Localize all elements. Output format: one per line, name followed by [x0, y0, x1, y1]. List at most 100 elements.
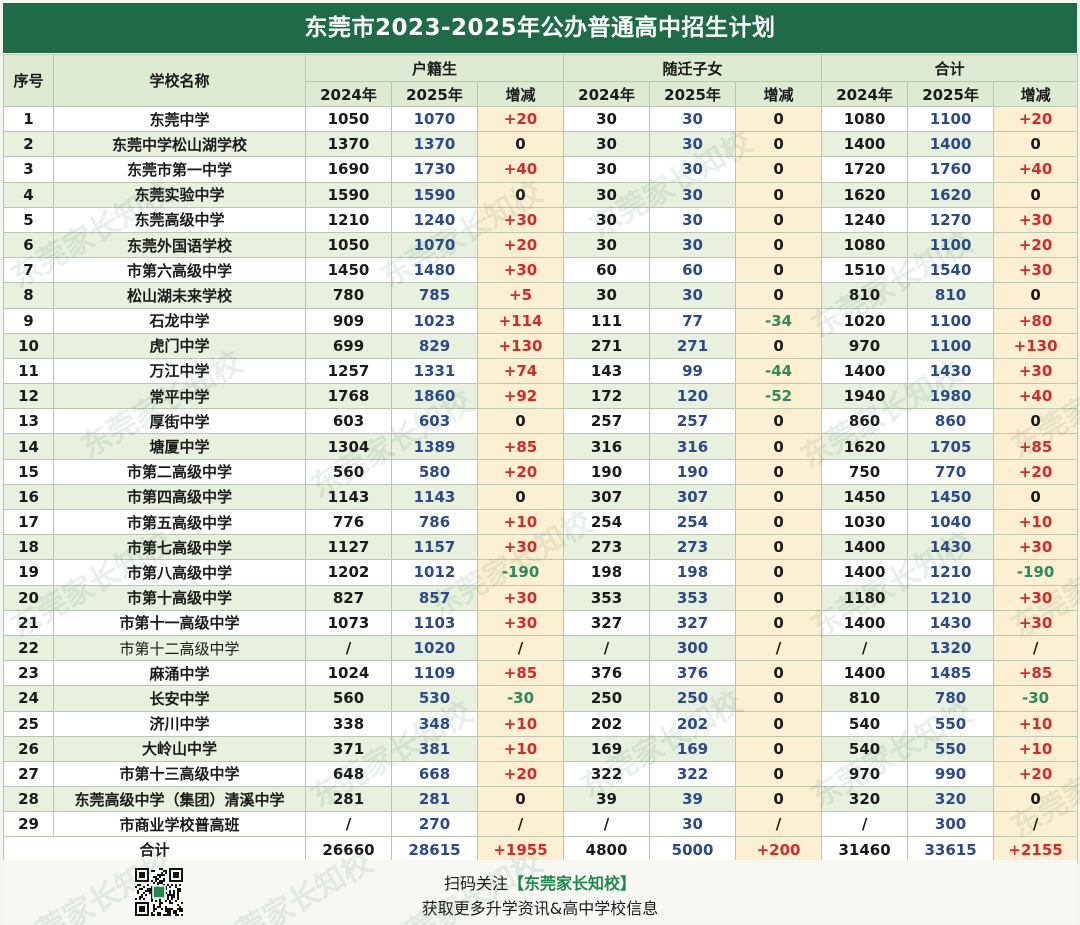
- hukou-2025: 668: [391, 760, 478, 788]
- total-2024: 1940: [821, 383, 909, 410]
- migrant-2025: 39: [649, 786, 737, 813]
- migrant-2025: 316: [649, 433, 737, 460]
- hukou-change: 0: [476, 131, 565, 158]
- hukou-2025: 281: [391, 786, 478, 813]
- total-2025: 1485: [907, 660, 995, 687]
- row-index: 17: [3, 508, 54, 536]
- total-change: +40: [993, 156, 1079, 183]
- migrant-2025: 30: [649, 131, 737, 158]
- total-change: 0: [993, 408, 1079, 435]
- hukou-2024: 827: [305, 584, 392, 611]
- qr-code-icon[interactable]: [135, 868, 183, 916]
- total-2024: 1510: [821, 257, 909, 284]
- hukou-2025: 1070: [391, 105, 478, 133]
- header-group-hukou: 户籍生: [304, 54, 565, 82]
- total-change: +20: [993, 231, 1079, 259]
- enrollment-table: 序号 学校名称 户籍生 随迁子女 合计 2024年 2025年 增减 2024年…: [3, 54, 1079, 863]
- total-migrant-change: +200: [735, 836, 823, 863]
- total-2025: 550: [907, 735, 995, 762]
- table-body: 1 东莞中学 1050 1070 +20 30 30 0 1080 1100 +20 2 东莞中学松山湖…: [3, 105, 1079, 863]
- school-name: 东莞实验中学: [53, 181, 306, 208]
- total-change: 0: [993, 282, 1079, 309]
- migrant-2025: 322: [649, 760, 737, 788]
- row-index: 23: [3, 660, 54, 687]
- row-index: 7: [3, 257, 54, 284]
- row-index: 5: [3, 206, 54, 233]
- row-index: 22: [3, 634, 54, 662]
- hukou-2024: 1590: [305, 181, 392, 208]
- hukou-change: +85: [476, 660, 565, 687]
- total-change: +20: [993, 105, 1079, 133]
- table-row: 9 石龙中学 909 1023 +114 111 77 -34 1020 1100 +80: [3, 307, 1079, 334]
- total-2024: 1400: [821, 609, 909, 636]
- migrant-change: 0: [735, 181, 823, 208]
- table-row: 12 常平中学 1768 1860 +92 172 120 -52 1940 1980 +40: [3, 383, 1079, 410]
- migrant-2024: 30: [563, 181, 651, 208]
- hukou-change: +92: [476, 383, 565, 410]
- table-row: 27 市第十三高级中学 648 668 +20 322 322 0 970 990 +20: [3, 760, 1079, 788]
- school-name: 市第五高级中学: [53, 508, 306, 536]
- school-name: 市第二高级中学: [53, 458, 306, 485]
- migrant-2024: 327: [563, 609, 651, 636]
- school-name: 市第十二高级中学: [53, 634, 306, 662]
- hukou-2024: 1024: [305, 660, 392, 687]
- total-2025: 300: [907, 811, 995, 838]
- row-index: 20: [3, 584, 54, 611]
- total-2024: /: [821, 811, 909, 838]
- hukou-change: +10: [476, 735, 565, 762]
- migrant-2025: 30: [649, 181, 737, 208]
- total-change: +30: [993, 357, 1079, 385]
- school-name: 东莞高级中学: [53, 206, 306, 233]
- hukou-2025: 786: [391, 508, 478, 536]
- row-index: 3: [3, 156, 54, 183]
- hukou-change: +20: [476, 231, 565, 259]
- hukou-change: -30: [476, 685, 565, 712]
- row-index: 25: [3, 710, 54, 737]
- table-row: 22 市第十二高级中学/1020//300//1320/: [3, 634, 1079, 662]
- migrant-2024: 250: [563, 685, 651, 712]
- total-change: +10: [993, 735, 1079, 762]
- hukou-2024: 560: [305, 685, 392, 712]
- school-name: 市第八高级中学: [53, 559, 306, 586]
- total-2024: 1240: [821, 206, 909, 233]
- total-change: 0: [993, 181, 1079, 208]
- row-index: 24: [3, 685, 54, 712]
- hukou-2024: 1143: [305, 483, 392, 511]
- row-index: 27: [3, 760, 54, 788]
- total-2024: 1030: [821, 508, 909, 536]
- table-row: 11 万江中学 1257 1331 +74 143 99 -44 1400 1430 +30: [3, 357, 1079, 385]
- total-2024: 1020: [821, 307, 909, 334]
- table-row: 16 市第四高级中学 1143 1143 0 307 307 0 1450 1450 0: [3, 483, 1079, 511]
- migrant-2024: 39: [563, 786, 651, 813]
- footer-brand: 【东莞家长知校】: [508, 874, 637, 893]
- migrant-change: /: [735, 634, 823, 662]
- migrant-change: 0: [735, 332, 823, 359]
- header-total-change: 增减: [993, 81, 1079, 107]
- hukou-2025: 1860: [391, 383, 478, 410]
- migrant-2025: 307: [649, 483, 737, 511]
- total-2025: 1320: [907, 634, 995, 662]
- hukou-2024: 1202: [305, 559, 392, 586]
- hukou-change: +20: [476, 760, 565, 788]
- row-index: 15: [3, 458, 54, 485]
- hukou-change: +30: [476, 584, 565, 611]
- total-2024: 1450: [821, 483, 909, 511]
- header-total-2024: 2024年: [821, 81, 909, 107]
- hukou-2025: 1389: [391, 433, 478, 460]
- total-2024: 1180: [821, 584, 909, 611]
- migrant-change: 0: [735, 534, 823, 561]
- total-2025: 1540: [907, 257, 995, 284]
- hukou-change: +74: [476, 357, 565, 385]
- migrant-change: 0: [735, 660, 823, 687]
- migrant-2025: 30: [649, 105, 737, 133]
- migrant-change: 0: [735, 458, 823, 485]
- header-hukou-2025: 2025年: [391, 81, 478, 107]
- migrant-2025: 30: [649, 206, 737, 233]
- total-2024: 1620: [821, 433, 909, 460]
- total-2024: /: [821, 634, 909, 662]
- hukou-change: +40: [476, 156, 565, 183]
- total-change: +30: [993, 534, 1079, 561]
- total-change: +10: [993, 508, 1079, 536]
- migrant-change: 0: [735, 206, 823, 233]
- hukou-2025: 381: [391, 735, 478, 762]
